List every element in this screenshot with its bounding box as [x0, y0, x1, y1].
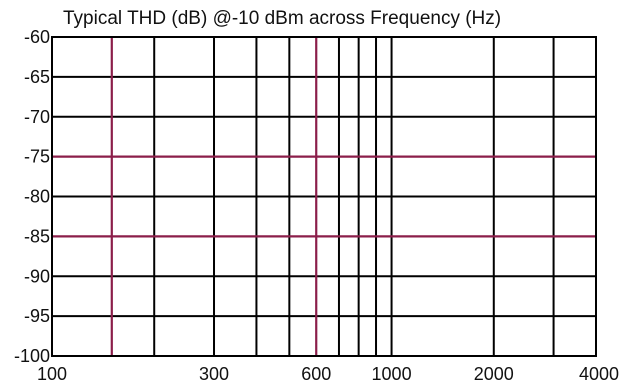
y-tick-label: -100: [14, 346, 50, 366]
y-tick-label: -60: [24, 27, 50, 47]
y-tick-label: -70: [24, 107, 50, 127]
grid-layer: [52, 37, 596, 356]
y-tick-label: -75: [24, 147, 50, 167]
x-tick-label: 300: [199, 364, 229, 384]
plot-border: [51, 36, 597, 357]
chart-title: Typical THD (dB) @-10 dBm across Frequen…: [63, 8, 501, 29]
plot-frame: [51, 36, 597, 357]
y-tick-label: -95: [24, 306, 50, 326]
x-tick-label: 1000: [372, 364, 412, 384]
x-tick-label: 600: [301, 364, 331, 384]
x-axis-ticks: 100 300 600 1000 2000 4000: [37, 364, 619, 384]
x-tick-label: 100: [37, 364, 67, 384]
y-tick-label: -80: [24, 187, 50, 207]
x-tick-label: 2000: [474, 364, 514, 384]
y-tick-label: -65: [24, 67, 50, 87]
y-tick-label: -90: [24, 266, 50, 286]
y-tick-label: -85: [24, 226, 50, 246]
y-axis-ticks: -60 -65 -70 -75 -80 -85 -90 -95 -100: [14, 27, 50, 366]
x-tick-label: 4000: [579, 364, 619, 384]
